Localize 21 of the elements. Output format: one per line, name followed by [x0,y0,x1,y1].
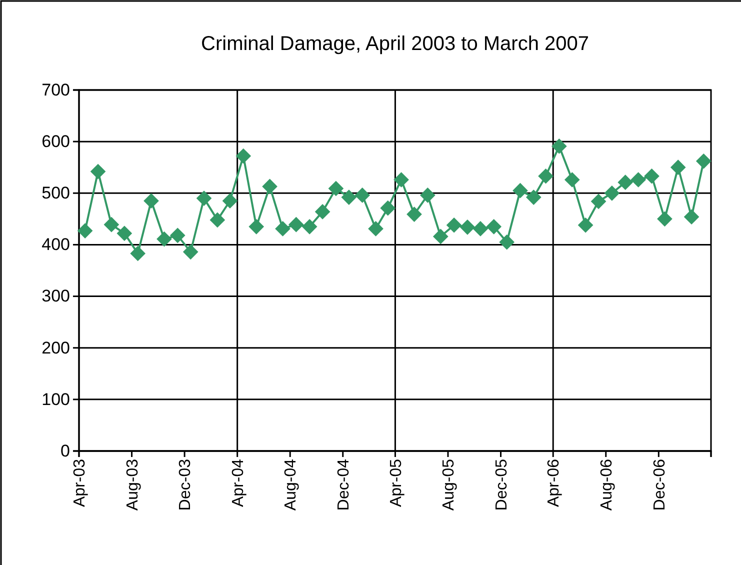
x-tick-label: Aug-05 [440,458,458,511]
x-tick-label: Aug-06 [598,458,616,511]
x-tick-label: Aug-03 [124,458,142,511]
y-tick-label: 100 [42,390,70,409]
x-tick-label: Apr-06 [546,458,563,508]
y-tick-label: 400 [42,235,70,254]
x-tick-label: Dec-04 [335,458,352,511]
chart-title: Criminal Damage, April 2003 to March 2007 [201,33,589,55]
x-tick-label: Dec-05 [493,458,510,511]
y-tick-label: 300 [42,286,70,306]
y-tick-label: 600 [42,132,70,152]
y-tick-label: 500 [42,184,70,203]
x-tick-label: Dec-03 [177,458,194,511]
x-tick-label: Apr-05 [388,458,405,508]
y-tick-label: 200 [42,338,70,358]
y-tick-label: 700 [42,80,70,100]
y-tick-label: 0 [60,441,70,460]
x-tick-label: Aug-04 [282,458,300,511]
x-tick-label: Dec-06 [651,458,668,511]
x-tick-label: Apr-04 [230,458,247,508]
x-tick-label: Apr-03 [72,458,89,508]
